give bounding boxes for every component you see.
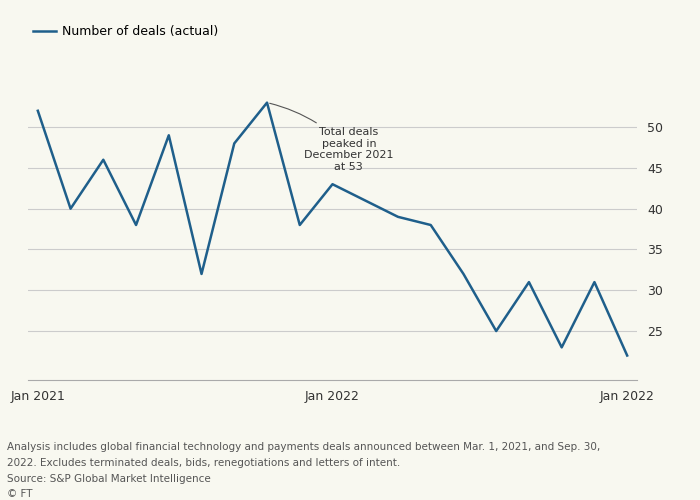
Text: © FT: © FT <box>7 489 32 499</box>
Text: 2022. Excludes terminated deals, bids, renegotiations and letters of intent.: 2022. Excludes terminated deals, bids, r… <box>7 458 400 468</box>
Text: Source: S&P Global Market Intelligence: Source: S&P Global Market Intelligence <box>7 474 211 484</box>
Legend: Number of deals (actual): Number of deals (actual) <box>28 20 223 44</box>
Text: Analysis includes global financial technology and payments deals announced betwe: Analysis includes global financial techn… <box>7 442 601 452</box>
Text: Total deals
peaked in
December 2021
at 53: Total deals peaked in December 2021 at 5… <box>270 104 393 172</box>
